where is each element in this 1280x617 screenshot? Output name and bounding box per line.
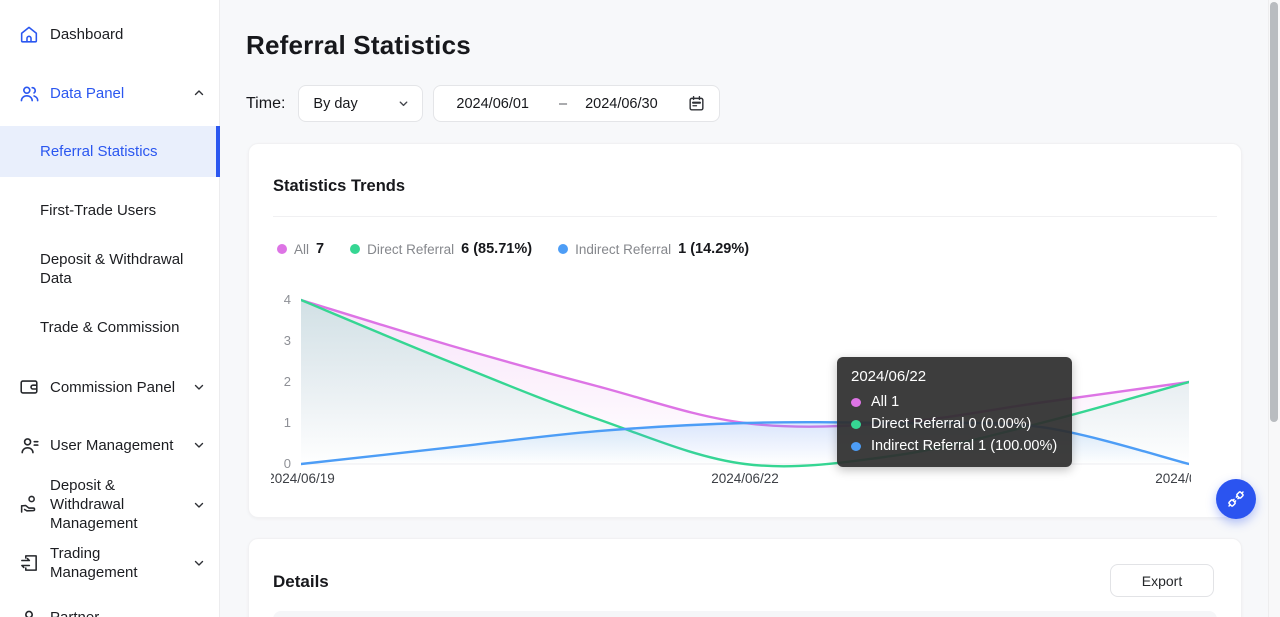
y-tick-label: 0 [283,456,291,471]
sidebar-item-trading-management[interactable]: Trading Management [0,544,220,582]
page-title: Referral Statistics [246,30,471,60]
chart-legend: All 7 Direct Referral 6 (85.71%) Indirec… [277,241,749,257]
x-tick-label: 2024/06/19 [271,471,335,486]
sidebar-item-label: Dashboard [50,25,124,43]
tooltip-text: Indirect Referral 1 (100.00%) [871,438,1058,454]
chart-tooltip: 2024/06/22 All 1 Direct Referral 0 (0.00… [837,357,1072,467]
details-card-title: Details [273,572,329,591]
plug-icon [1225,488,1247,510]
users-icon [17,81,41,105]
sidebar-item-dashboard[interactable]: Dashboard [0,18,220,50]
time-filter-bar: Time: By day 2024/06/01 – 2024/06/30 [246,85,721,122]
sidebar-item-data-panel[interactable]: Data Panel [0,77,220,109]
sidebar-subitem-referral-statistics[interactable]: Referral Statistics [0,126,220,177]
sidebar-subitem-label: Referral Statistics [40,143,158,160]
sidebar: Dashboard Data Panel Referral Statistics… [0,0,220,617]
chevron-down-icon [192,556,206,570]
trade-doc-icon [17,551,41,575]
sidebar-item-label: Data Panel [50,84,125,102]
legend-item-indirect-referral[interactable]: Indirect Referral 1 (14.29%) [558,241,749,257]
scrollbar-track [1268,0,1280,617]
sidebar-item-deposit-withdrawal-management[interactable]: Deposit & Withdrawal Management [0,476,220,533]
sidebar-subitem-deposit-withdrawal-data[interactable]: Deposit & Withdrawal Data [0,250,220,288]
legend-item-all[interactable]: All 7 [277,241,324,257]
details-table-header [273,611,1217,617]
sidebar-subitem-label: First-Trade Users [40,202,157,219]
divider [273,216,1217,217]
legend-dot-direct [350,244,361,254]
home-icon [17,22,41,46]
y-tick-label: 2 [283,374,291,389]
active-indicator-bar [216,126,220,177]
calendar-icon [687,94,706,113]
time-label: Time: [246,94,286,112]
y-tick-label: 4 [283,292,291,307]
date-end-value: 2024/06/30 [585,95,658,112]
sidebar-item-user-management[interactable]: User Management [0,429,220,461]
person-icon [17,605,41,617]
chevron-down-icon [397,97,410,110]
tooltip-row-all: All 1 [851,391,1058,413]
export-button[interactable]: Export [1110,564,1214,597]
legend-dot-indirect [558,244,569,254]
sidebar-subitem-label: Trade & Commission [40,319,180,336]
y-tick-label: 3 [283,333,291,348]
x-tick-label: 2024/06/25 [1155,471,1191,486]
trends-card-title: Statistics Trends [273,177,406,195]
legend-value: 7 [316,241,325,257]
chevron-down-icon [192,438,206,452]
sidebar-item-label: Commission Panel [50,378,176,396]
tooltip-row-direct: Direct Referral 0 (0.00%) [851,413,1058,435]
legend-value: 6 (85.71%) [461,241,533,257]
chevron-down-icon [192,498,206,512]
wallet-icon [17,375,41,399]
sidebar-item-partner[interactable]: Partner [0,601,220,617]
legend-label: Indirect Referral [575,241,672,257]
tooltip-dot-all [851,397,861,407]
sidebar-subitem-trade-commission[interactable]: Trade & Commission [0,318,220,337]
sidebar-subitem-label: Deposit & Withdrawal Data [40,251,184,287]
date-start-value: 2024/06/01 [456,95,529,112]
tooltip-text: Direct Referral 0 (0.00%) [871,416,1032,432]
sidebar-item-label: Deposit & Withdrawal Management [50,477,138,532]
date-range-input[interactable]: 2024/06/01 – 2024/06/30 [433,85,721,122]
tooltip-dot-indirect [851,441,861,451]
tooltip-dot-direct [851,419,861,429]
legend-item-direct-referral[interactable]: Direct Referral 6 (85.71%) [350,241,532,257]
x-tick-label: 2024/06/22 [711,471,779,486]
scrollbar-thumb[interactable] [1270,2,1278,422]
chart-y-axis: 0 1 2 3 4 [273,291,291,471]
tooltip-row-indirect: Indirect Referral 1 (100.00%) [851,435,1058,457]
chevron-down-icon [192,380,206,394]
period-select[interactable]: By day [298,85,424,122]
sidebar-item-label: User Management [50,436,174,454]
hand-coin-icon [17,493,41,517]
date-separator: – [558,95,568,112]
legend-label: All [294,241,310,257]
sidebar-item-label: Partner [50,608,100,617]
y-tick-label: 1 [283,415,291,430]
legend-dot-all [277,244,287,254]
sidebar-subitem-first-trade-users[interactable]: First-Trade Users [0,201,220,220]
sidebar-item-label: Trading Management [50,545,138,581]
plugin-fab-button[interactable] [1216,479,1256,519]
details-card: Details Export [248,538,1242,617]
chevron-up-icon [192,86,206,100]
user-settings-icon [17,433,41,457]
legend-label: Direct Referral [367,241,455,257]
period-select-value: By day [313,95,358,112]
legend-value: 1 (14.29%) [678,241,750,257]
sidebar-item-commission-panel[interactable]: Commission Panel [0,371,220,403]
tooltip-date: 2024/06/22 [851,368,927,385]
statistics-trends-card: Statistics Trends All 7 Direct Referral … [248,143,1242,518]
tooltip-text: All 1 [871,394,900,410]
chart-x-axis: 2024/06/19 2024/06/22 2024/06/25 [271,471,1191,489]
